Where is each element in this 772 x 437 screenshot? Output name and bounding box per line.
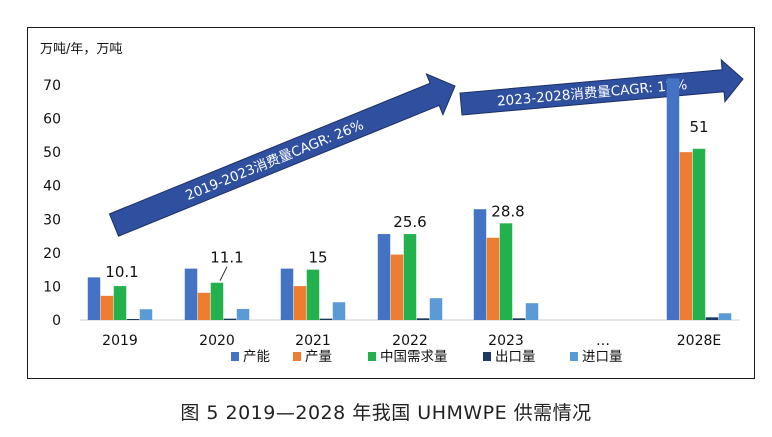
bar-产能-2022 [377, 234, 391, 320]
data-label: 15 [308, 249, 327, 267]
y-axis-unit: 万吨/年，万吨 [40, 42, 123, 57]
chart-frame: 0 10 20 30 40 50 60 70 2019-2023消费量CAGR: 26% 202… [27, 27, 755, 379]
legend-swatch [231, 352, 239, 361]
legend-label: 中国需求量 [380, 349, 448, 365]
bar-进口量-2020 [236, 308, 250, 320]
bar-产能-2028E [666, 78, 680, 321]
figure-caption: 图 5 2019—2028 年我国 UHMWPE 供需情况 [180, 402, 592, 424]
legend-swatch [368, 352, 376, 361]
bar-产能-2023 [473, 209, 487, 320]
y-tick-label: 30 [43, 212, 61, 228]
data-label: 25.6 [393, 213, 426, 231]
x-tick-label: 2021 [295, 333, 331, 349]
bar-出口量-2023 [512, 318, 526, 320]
bar-进口量-2021 [332, 302, 346, 320]
x-tick-label: 2019 [102, 333, 138, 349]
legend-swatch [483, 352, 491, 361]
bar-产量-2023 [486, 237, 500, 320]
y-tick-label: 20 [43, 246, 61, 262]
cagr-arrow-2019-2023-label: 2019-2023消费量CAGR: 26% [183, 117, 366, 204]
bar-产量-2020 [197, 292, 211, 320]
y-tick-label: 40 [43, 179, 61, 195]
bar-出口量-2028E [705, 317, 719, 320]
bar-进口量-2023 [525, 303, 539, 320]
bar-出口量-2019 [126, 318, 140, 320]
bar-进口量-2022 [429, 298, 443, 320]
bar-出口量-2020 [223, 318, 237, 320]
data-label-leader [219, 266, 228, 281]
legend-swatch [293, 352, 301, 361]
y-tick-label: 0 [52, 313, 61, 329]
x-tick-label: 2020 [199, 333, 235, 349]
bar-中国需求量-2023 [499, 223, 513, 320]
bar-进口量-2019 [139, 309, 153, 320]
y-tick-label: 60 [43, 112, 61, 128]
data-label: 10.1 [105, 263, 138, 281]
bar-中国需求量-2021 [306, 269, 320, 320]
bar-出口量-2022 [416, 318, 430, 320]
bar-产能-2020 [184, 268, 198, 320]
y-tick-label: 10 [43, 279, 61, 295]
x-tick-label: … [596, 333, 610, 349]
x-tick-label: 2022 [392, 333, 428, 349]
legend-label: 进口量 [582, 349, 623, 365]
data-label: 28.8 [491, 202, 524, 220]
bar-产量-2021 [293, 286, 307, 320]
bar-中国需求量-2020 [210, 282, 224, 320]
bar-中国需求量-2028E [692, 148, 706, 320]
bar-出口量-2021 [319, 318, 333, 320]
cagr-arrow-2023-2028 [459, 58, 744, 116]
bar-产量-2022 [390, 254, 404, 320]
bar-中国需求量-2019 [113, 286, 127, 320]
bar-产量-2028E [679, 152, 693, 320]
bar-产能-2019 [87, 277, 101, 320]
x-tick-label: 2023 [488, 333, 524, 349]
legend-label: 出口量 [495, 349, 536, 365]
y-tick-label: 50 [43, 145, 61, 161]
bar-产能-2021 [280, 268, 294, 320]
legend-label: 产量 [305, 349, 332, 365]
x-tick-label: 2028E [677, 333, 721, 349]
bar-产量-2019 [100, 295, 114, 320]
bar-中国需求量-2022 [403, 234, 417, 320]
data-label: 51 [689, 118, 708, 136]
legend-label: 产能 [243, 349, 270, 365]
cagr-arrow-2019-2023 [108, 73, 456, 237]
supply-demand-chart: 0 10 20 30 40 50 60 70 2019-2023消费量CAGR: 26% 202… [43, 58, 744, 365]
data-label: 11.1 [210, 249, 243, 267]
bar-进口量-2028E [718, 313, 732, 320]
y-tick-label: 70 [43, 78, 61, 94]
legend-swatch [570, 352, 578, 361]
